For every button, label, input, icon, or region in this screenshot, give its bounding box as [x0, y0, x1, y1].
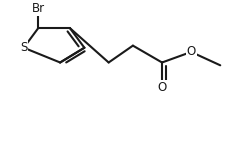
Text: Br: Br — [32, 2, 45, 15]
Text: O: O — [186, 46, 196, 58]
Text: S: S — [20, 41, 27, 54]
Text: O: O — [157, 81, 167, 94]
